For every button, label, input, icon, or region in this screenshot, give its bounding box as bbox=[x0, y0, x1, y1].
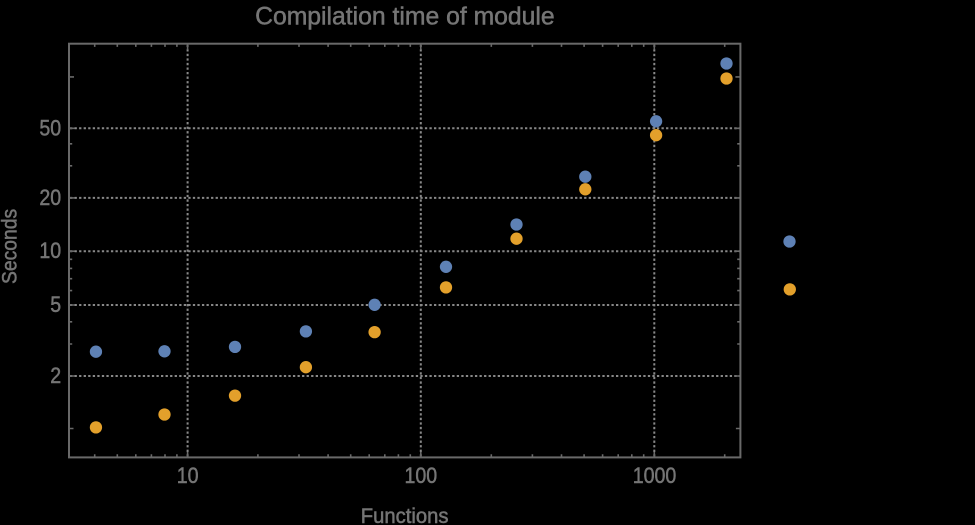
svg-text:2: 2 bbox=[50, 363, 61, 388]
svg-text:10: 10 bbox=[177, 463, 199, 488]
svg-text:5: 5 bbox=[50, 292, 61, 317]
svg-text:50: 50 bbox=[39, 115, 61, 140]
svg-text:1000: 1000 bbox=[633, 463, 677, 488]
svg-text:Seconds: Seconds bbox=[0, 209, 22, 284]
svg-text:10: 10 bbox=[39, 238, 61, 263]
svg-text:Functions: Functions bbox=[361, 505, 449, 525]
svg-text:20: 20 bbox=[39, 185, 61, 210]
svg-text:Compilation time of module: Compilation time of module bbox=[255, 3, 555, 30]
svg-text:100: 100 bbox=[404, 463, 437, 488]
